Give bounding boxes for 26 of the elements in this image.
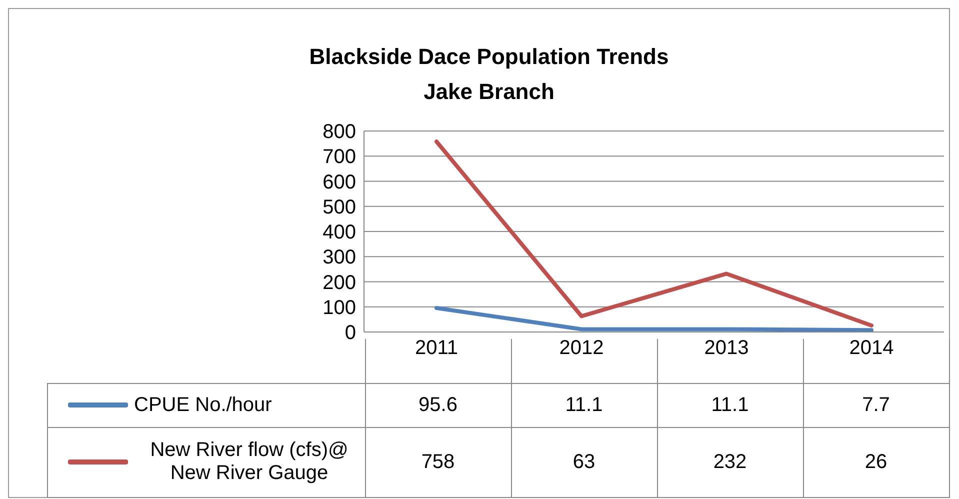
x-tick-label: 2014 [849,337,894,360]
y-tick-label: 800 [322,121,356,144]
y-tick-label: 0 [344,322,356,344]
y-tick-label: 400 [322,222,356,244]
y-tick-label: 500 [322,196,356,218]
x-tick-label: 2011 [414,337,458,360]
y-tick-label: 300 [322,246,356,269]
chart-title: Blackside Dace Population Trends [308,43,670,71]
data-label: 7.7 [803,383,949,427]
data-label: 95.6 [365,383,511,427]
y-tick-label: 200 [322,272,356,294]
data-label: 11.1 [657,383,803,427]
data-label: 232 [657,427,803,497]
chart-subtitle: Jake Branch [422,78,556,106]
x-tick-label: 2012 [559,337,604,360]
y-tick-label: 700 [322,146,356,168]
data-label: 11.1 [511,383,657,427]
y-tick-label: 100 [322,296,356,319]
legend-label: CPUE No./hour [134,394,272,416]
legend-label: New River flow (cfs)@ New River Gauge [149,439,350,485]
x-tick-label: 2013 [704,337,749,360]
data-label: 26 [803,427,949,497]
data-label: 758 [365,427,511,497]
line-series [434,140,874,328]
data-label: 63 [511,427,657,497]
y-tick-label: 600 [322,171,356,194]
